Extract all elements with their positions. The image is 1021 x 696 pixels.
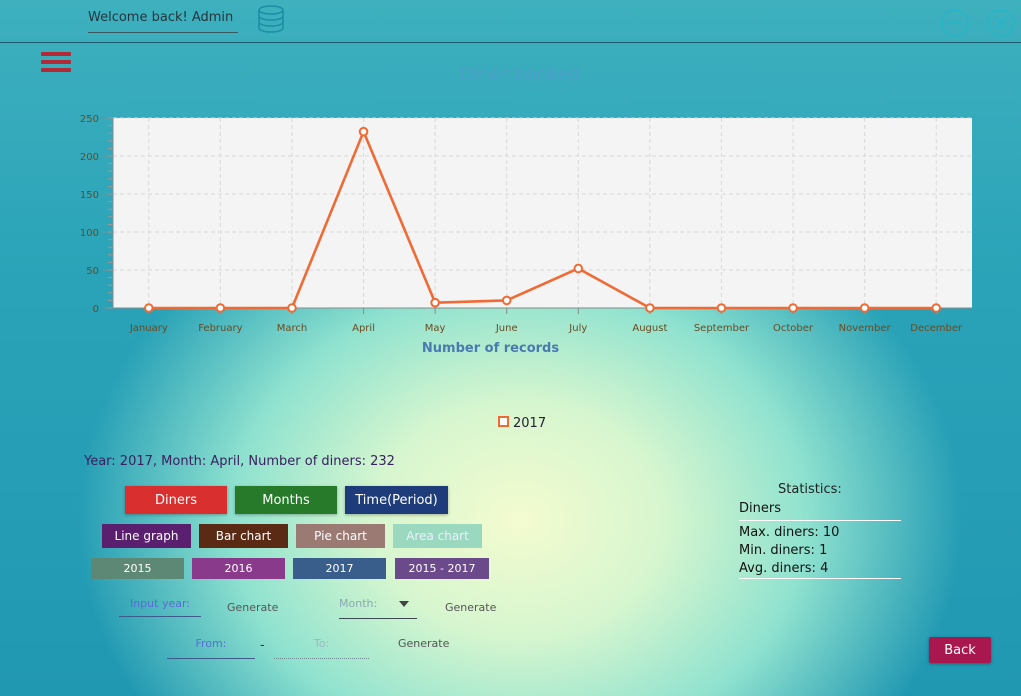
x-tick-label: October: [773, 323, 814, 334]
area-chart-button[interactable]: Area chart: [393, 524, 482, 548]
y-tick-label: 100: [80, 228, 99, 239]
year-2015-2017-button[interactable]: 2015 - 2017: [395, 558, 489, 579]
bar-chart-button[interactable]: Bar chart: [199, 524, 288, 548]
data-point: [501, 295, 512, 306]
series-line: [148, 130, 937, 310]
y-tick-label: 150: [80, 190, 99, 201]
top-bar: Welcome back! Admin: [0, 0, 1021, 43]
year-2016-button[interactable]: 2016: [192, 558, 285, 579]
stat-min: Min. diners: 1: [739, 543, 828, 558]
selection-info: Year: 2017, Month: April, Number of dine…: [84, 454, 395, 469]
range-dash: -: [260, 638, 265, 653]
x-tick-label: January: [129, 323, 168, 334]
minimize-icon[interactable]: [940, 9, 970, 39]
welcome-text: Welcome back! Admin: [88, 10, 238, 33]
month-select-value: Month:: [339, 597, 378, 610]
statistics-header: Diners: [739, 500, 901, 521]
hamburger-menu-icon[interactable]: [41, 52, 71, 74]
data-point: [430, 297, 440, 308]
close-icon[interactable]: [986, 9, 1016, 39]
data-point: [645, 303, 655, 313]
legend-label: 2017: [513, 416, 547, 431]
back-button[interactable]: Back: [929, 637, 991, 663]
y-tick-label: 0: [93, 304, 99, 315]
chevron-down-icon: [399, 601, 409, 607]
x-tick-label: March: [277, 323, 307, 334]
y-tick-label: 250: [80, 114, 99, 125]
x-tick-label: September: [694, 323, 750, 334]
time-period-button[interactable]: Time(Period): [345, 486, 448, 514]
statistics-title: Statistics:: [778, 482, 842, 497]
to-field[interactable]: To:: [274, 637, 369, 659]
x-axis-label: Number of records: [422, 341, 559, 356]
stat-avg: Avg. diners: 4: [739, 560, 901, 579]
data-point: [931, 303, 942, 313]
data-point: [573, 263, 584, 274]
y-tick-label: 50: [86, 266, 99, 277]
data-point: [358, 126, 369, 137]
data-point: [287, 303, 297, 313]
x-tick-label: February: [198, 323, 242, 334]
y-tick-label: 200: [80, 152, 99, 163]
line-chart: 0 50 100 150 200 250 January February March April…: [80, 114, 972, 356]
chart-title: Diner booked: [459, 64, 581, 85]
statistics-panel: Diners Max. diners: 10 Min. diners: 1 Av…: [739, 500, 901, 579]
year-2015-button[interactable]: 2015: [91, 558, 184, 579]
stat-max: Max. diners: 10: [739, 525, 840, 540]
x-tick-label: August: [632, 323, 667, 334]
x-tick-label: May: [425, 323, 446, 334]
from-field[interactable]: From:: [167, 637, 255, 659]
legend-marker-icon: [498, 416, 509, 427]
pie-chart-button[interactable]: Pie chart: [296, 524, 385, 548]
months-button[interactable]: Months: [235, 486, 337, 514]
x-tick-label: June: [495, 323, 518, 334]
diners-button[interactable]: Diners: [125, 486, 227, 514]
month-select[interactable]: Month:: [339, 597, 417, 619]
data-point: [143, 303, 154, 313]
x-tick-label: November: [839, 323, 892, 334]
database-icon[interactable]: [256, 4, 286, 34]
plot-area: [113, 118, 972, 308]
x-tick-label: December: [910, 323, 963, 334]
line-graph-button[interactable]: Line graph: [102, 524, 191, 548]
generate-year-button[interactable]: Generate: [227, 601, 279, 614]
data-point: [859, 303, 870, 313]
year-2017-button[interactable]: 2017: [293, 558, 386, 579]
data-point: [716, 303, 727, 313]
x-tick-label: July: [568, 323, 587, 334]
generate-period-button[interactable]: Generate: [398, 637, 450, 650]
input-year-field[interactable]: Input year:: [119, 597, 201, 617]
generate-month-button[interactable]: Generate: [445, 601, 497, 614]
x-tick-label: April: [352, 323, 375, 334]
data-point: [788, 303, 798, 313]
data-point: [215, 303, 226, 313]
chart-legend[interactable]: 2017: [498, 416, 546, 431]
